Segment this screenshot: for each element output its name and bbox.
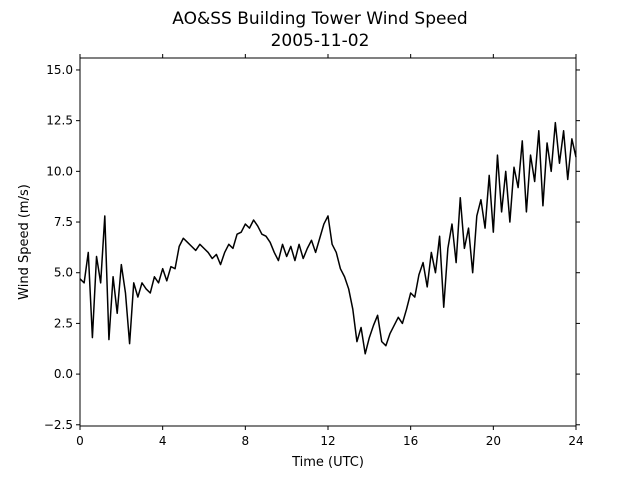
y-tick-label: 10.0 (46, 164, 73, 178)
data-line (79, 121, 577, 355)
chart-title: AO&SS Building Tower Wind Speed (172, 9, 467, 29)
x-tick-label: 20 (486, 434, 501, 448)
x-axis-label: Time (UTC) (291, 455, 364, 470)
chart-subtitle: 2005-11-02 (271, 31, 370, 51)
x-tick-label: 4 (159, 434, 167, 448)
x-tick-label: 16 (403, 434, 418, 448)
y-tick-label: 15.0 (46, 63, 73, 77)
x-tick-label: 0 (76, 434, 84, 448)
y-tick-label: 0.0 (54, 367, 73, 381)
y-axis-label: Wind Speed (m/s) (17, 184, 32, 300)
plot-frame (79, 57, 577, 427)
y-tick-label: 12.5 (46, 114, 73, 128)
y-tick-label: 2.5 (54, 316, 73, 330)
x-tick-label: 8 (242, 434, 250, 448)
x-tick-label: 12 (320, 434, 335, 448)
y-tick-label: 7.5 (54, 215, 73, 229)
x-tick-label: 24 (568, 434, 583, 448)
y-tick-label: 5.0 (54, 266, 73, 280)
y-tick-label: −2.5 (44, 418, 73, 432)
